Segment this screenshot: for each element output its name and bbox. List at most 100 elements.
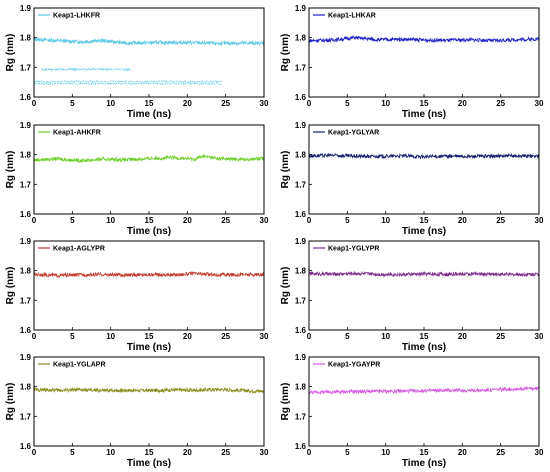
y-tick-label: 1.7 bbox=[20, 63, 32, 72]
x-tick-label: 20 bbox=[458, 216, 467, 225]
x-tick-label: 15 bbox=[420, 216, 429, 225]
x-tick-label: 5 bbox=[345, 216, 350, 225]
x-tick-label: 20 bbox=[183, 332, 192, 341]
x-tick-label: 20 bbox=[183, 99, 192, 108]
chart-panel-4: Keap1-YGLYAR 0 5 10 15 20 25 30 1.6 1.7 1.8 1.9 Time… bbox=[280, 121, 544, 237]
plot-frame bbox=[308, 240, 540, 331]
plot-frame bbox=[33, 240, 265, 331]
y-axis-title: Rg (nm) bbox=[5, 151, 16, 189]
y-axis-title: Rg (nm) bbox=[5, 383, 16, 421]
series-fragment bbox=[33, 80, 223, 84]
chart-panel-3: Keap1-AHKFR 0 5 10 15 20 25 30 1.6 1.7 1.8 1.9 Time … bbox=[5, 121, 269, 237]
x-tick-label: 0 bbox=[307, 448, 312, 457]
y-tick-label: 1.6 bbox=[20, 210, 32, 219]
x-axis-title: Time (ns) bbox=[127, 458, 171, 469]
y-tick-label: 1.6 bbox=[295, 93, 307, 102]
y-axis-title: Rg (nm) bbox=[280, 267, 291, 305]
series-line bbox=[33, 386, 265, 395]
series-line bbox=[33, 36, 265, 47]
y-tick-label: 1.8 bbox=[295, 267, 307, 276]
y-tick-label: 1.9 bbox=[295, 4, 307, 13]
y-tick-label: 1.6 bbox=[20, 442, 32, 451]
x-axis-title: Time (ns) bbox=[127, 226, 171, 237]
y-tick-label: 1.9 bbox=[295, 237, 307, 246]
legend-label: Keap1-YGLYAR bbox=[328, 130, 379, 137]
x-tick-label: 25 bbox=[221, 216, 230, 225]
x-tick-label: 10 bbox=[106, 99, 115, 108]
y-tick-label: 1.9 bbox=[20, 4, 32, 13]
x-tick-label: 10 bbox=[381, 216, 390, 225]
x-tick-label: 0 bbox=[32, 99, 37, 108]
legend-label: Keap1-YGAYPR bbox=[328, 362, 380, 369]
legend-label: Keap1-AHKFR bbox=[53, 130, 101, 137]
x-tick-label: 5 bbox=[70, 448, 75, 457]
y-tick-label: 1.7 bbox=[295, 296, 307, 305]
x-tick-label: 0 bbox=[32, 332, 37, 341]
y-tick-label: 1.6 bbox=[295, 442, 307, 451]
x-axis-title: Time (ns) bbox=[402, 226, 446, 237]
chart-panel-8: Keap1-YGAYPR 0 5 10 15 20 25 30 1.6 1.7 1.8 1.9 Time… bbox=[280, 353, 544, 469]
x-axis-title: Time (ns) bbox=[402, 458, 446, 469]
x-tick-label: 10 bbox=[381, 99, 390, 108]
x-tick-label: 0 bbox=[307, 332, 312, 341]
legend-label: Keap1-LHKFR bbox=[53, 13, 100, 20]
y-axis-title: Rg (nm) bbox=[5, 267, 16, 305]
plot-frame bbox=[33, 124, 265, 215]
x-tick-label: 30 bbox=[260, 216, 269, 225]
x-tick-label: 0 bbox=[32, 448, 37, 457]
plot-frame bbox=[33, 356, 265, 447]
y-tick-label: 1.8 bbox=[20, 34, 32, 43]
y-axis-title: Rg (nm) bbox=[280, 151, 291, 189]
x-tick-label: 5 bbox=[70, 216, 75, 225]
x-axis-title: Time (ns) bbox=[402, 342, 446, 353]
x-tick-label: 15 bbox=[145, 216, 154, 225]
y-tick-label: 1.9 bbox=[20, 237, 32, 246]
x-tick-label: 30 bbox=[535, 99, 544, 108]
x-tick-label: 25 bbox=[221, 332, 230, 341]
x-axis-title: Time (ns) bbox=[127, 109, 171, 120]
y-tick-label: 1.9 bbox=[295, 121, 307, 130]
chart-panel-7: Keap1-YGLAPR 0 5 10 15 20 25 30 1.6 1.7 1.8 1.9 Time… bbox=[5, 353, 269, 469]
x-axis-title: Time (ns) bbox=[127, 342, 171, 353]
x-tick-label: 20 bbox=[183, 448, 192, 457]
x-tick-label: 25 bbox=[496, 448, 505, 457]
chart-panel-1: Keap1-LHKFR 0 5 10 15 20 25 30 1.6 1.7 1.8 1.9 Time … bbox=[5, 4, 269, 120]
x-tick-label: 20 bbox=[458, 332, 467, 341]
x-tick-label: 25 bbox=[496, 332, 505, 341]
y-tick-label: 1.8 bbox=[20, 267, 32, 276]
x-tick-label: 15 bbox=[420, 332, 429, 341]
x-tick-label: 15 bbox=[420, 99, 429, 108]
plot-frame bbox=[308, 124, 540, 215]
series-line bbox=[308, 34, 540, 44]
series-line bbox=[33, 270, 265, 279]
chart-panel-2: Keap1-LHKAR 0 5 10 15 20 25 30 1.6 1.7 1.8 1.9 Time … bbox=[280, 4, 544, 120]
y-tick-label: 1.7 bbox=[295, 180, 307, 189]
x-axis-title: Time (ns) bbox=[402, 109, 446, 120]
x-tick-label: 10 bbox=[381, 448, 390, 457]
x-tick-label: 25 bbox=[496, 216, 505, 225]
y-tick-label: 1.6 bbox=[20, 93, 32, 102]
y-tick-label: 1.6 bbox=[295, 210, 307, 219]
legend-label: Keap1-YGLAPR bbox=[53, 362, 106, 369]
x-tick-label: 0 bbox=[32, 216, 37, 225]
series-line bbox=[33, 153, 265, 164]
y-tick-label: 1.9 bbox=[295, 353, 307, 362]
y-tick-label: 1.8 bbox=[295, 151, 307, 160]
plot-frame bbox=[308, 7, 540, 98]
y-tick-label: 1.7 bbox=[295, 412, 307, 421]
chart-panel-6: Keap1-YGLYPR 0 5 10 15 20 25 30 1.6 1.7 1.8 1.9 Time… bbox=[280, 237, 544, 353]
x-tick-label: 0 bbox=[307, 99, 312, 108]
y-tick-label: 1.9 bbox=[20, 121, 32, 130]
y-tick-label: 1.8 bbox=[295, 34, 307, 43]
y-tick-label: 1.9 bbox=[20, 353, 32, 362]
x-tick-label: 30 bbox=[535, 448, 544, 457]
x-tick-label: 25 bbox=[221, 99, 230, 108]
y-tick-label: 1.8 bbox=[20, 151, 32, 160]
x-tick-label: 5 bbox=[345, 332, 350, 341]
y-tick-label: 1.8 bbox=[295, 383, 307, 392]
x-tick-label: 20 bbox=[458, 448, 467, 457]
x-tick-label: 15 bbox=[145, 332, 154, 341]
x-tick-label: 20 bbox=[183, 216, 192, 225]
y-tick-label: 1.7 bbox=[20, 296, 32, 305]
